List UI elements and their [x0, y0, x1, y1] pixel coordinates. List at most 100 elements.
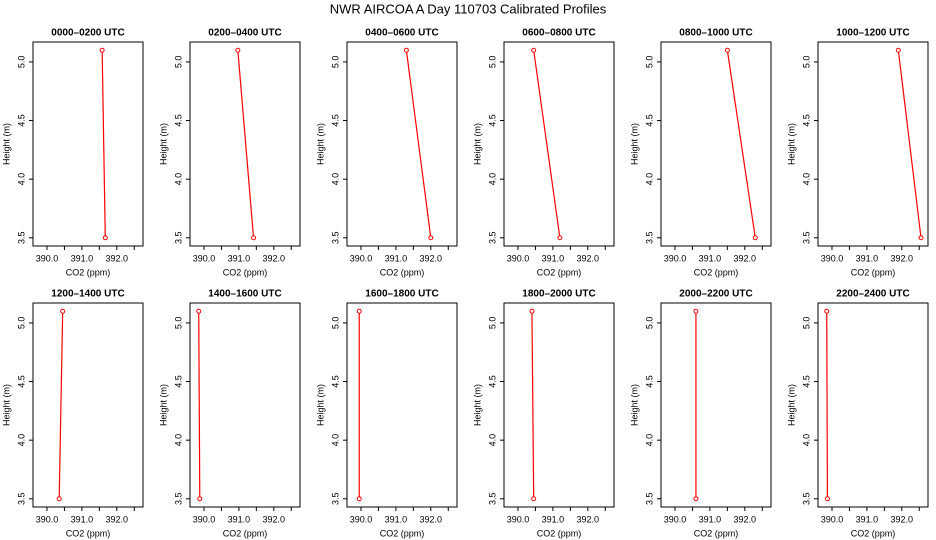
- x-tick-label: 391.0: [228, 514, 251, 524]
- y-tick-label: 4.5: [487, 375, 497, 388]
- profile-line: [531, 311, 535, 499]
- x-tick-label: 391.0: [699, 514, 722, 524]
- plot-frame: [503, 41, 615, 247]
- profile-point: [918, 235, 924, 241]
- x-axis-label: CO2 (ppm): [66, 528, 111, 538]
- y-tick-label: 5.0: [173, 317, 183, 330]
- x-tick-label: 392.0: [577, 514, 600, 524]
- profile-line: [198, 311, 201, 499]
- x-tick-label: 390.0: [36, 253, 59, 263]
- profile-point: [60, 308, 66, 314]
- x-tick-label: 391.0: [542, 514, 565, 524]
- profile-point: [529, 308, 535, 314]
- panel-title: 1800–2000 UTC: [522, 289, 595, 300]
- profile-line: [826, 311, 829, 499]
- plot-frame: [660, 41, 772, 247]
- panel-title: 1600–1800 UTC: [365, 289, 438, 300]
- x-tick-label: 392.0: [734, 514, 757, 524]
- y-tick-label: 4.5: [16, 114, 26, 127]
- y-axis-label: Height (m): [786, 384, 796, 426]
- x-tick-label: 391.0: [71, 253, 94, 263]
- y-tick-label: 5.0: [801, 317, 811, 330]
- panel-title: 1200–1400 UTC: [51, 289, 124, 300]
- y-axis-label: Height (m): [1, 123, 11, 165]
- y-tick-label: 5.0: [487, 56, 497, 69]
- panel-title: 0000–0200 UTC: [51, 28, 124, 39]
- profile-point: [356, 496, 362, 502]
- y-tick-label: 4.5: [173, 375, 183, 388]
- y-tick-label: 4.5: [801, 114, 811, 127]
- x-tick-label: 390.0: [507, 253, 530, 263]
- y-tick-label: 3.5: [487, 232, 497, 245]
- y-tick-label: 3.5: [330, 493, 340, 506]
- y-tick-label: 5.0: [173, 56, 183, 69]
- profile-line: [405, 50, 432, 238]
- profile-point: [102, 235, 108, 241]
- y-tick-label: 3.5: [16, 232, 26, 245]
- y-tick-label: 5.0: [330, 317, 340, 330]
- plot-frame: [189, 302, 301, 508]
- y-tick-label: 3.5: [173, 232, 183, 245]
- x-axis-label: CO2 (ppm): [537, 528, 582, 538]
- profile-point: [56, 496, 62, 502]
- y-tick-label: 4.0: [16, 173, 26, 186]
- y-tick-label: 3.5: [801, 232, 811, 245]
- panel-title: 0800–1000 UTC: [679, 28, 752, 39]
- x-tick-label: 392.0: [263, 253, 286, 263]
- y-axis-label: Height (m): [472, 123, 482, 165]
- y-tick-label: 4.0: [487, 173, 497, 186]
- plot-frame: [346, 41, 458, 247]
- profile-line: [897, 50, 922, 238]
- profile-point: [235, 47, 241, 53]
- y-tick-label: 4.0: [173, 173, 183, 186]
- profile-line: [726, 50, 756, 238]
- y-axis-label: Height (m): [472, 384, 482, 426]
- profile-line: [533, 50, 561, 238]
- plot-frame: [503, 302, 615, 508]
- y-tick-label: 3.5: [16, 493, 26, 506]
- x-tick-label: 390.0: [821, 253, 844, 263]
- y-tick-label: 4.0: [487, 434, 497, 447]
- y-tick-label: 4.5: [801, 375, 811, 388]
- profile-line: [237, 50, 255, 238]
- y-axis-label: Height (m): [786, 123, 796, 165]
- profile-point: [824, 308, 830, 314]
- x-tick-label: 390.0: [193, 253, 216, 263]
- profile-point: [724, 47, 730, 53]
- profile-point: [99, 47, 105, 53]
- y-tick-label: 5.0: [16, 56, 26, 69]
- profile-point: [403, 47, 409, 53]
- x-tick-label: 392.0: [420, 253, 443, 263]
- x-axis-label: CO2 (ppm): [851, 528, 896, 538]
- x-tick-label: 390.0: [350, 514, 373, 524]
- x-tick-label: 390.0: [664, 253, 687, 263]
- y-tick-label: 4.5: [173, 114, 183, 127]
- y-tick-label: 5.0: [801, 56, 811, 69]
- profile-point: [895, 47, 901, 53]
- panel-title: 1400–1600 UTC: [208, 289, 281, 300]
- profile-point: [356, 308, 362, 314]
- x-tick-label: 390.0: [193, 514, 216, 524]
- x-axis-label: CO2 (ppm): [851, 267, 896, 277]
- y-tick-label: 4.0: [330, 173, 340, 186]
- y-tick-label: 4.0: [173, 434, 183, 447]
- y-tick-label: 5.0: [16, 317, 26, 330]
- x-tick-label: 391.0: [385, 253, 408, 263]
- profile-point: [531, 47, 537, 53]
- plot-frame: [817, 41, 929, 247]
- x-tick-label: 390.0: [821, 514, 844, 524]
- x-axis-label: CO2 (ppm): [694, 267, 739, 277]
- y-axis-label: Height (m): [1, 384, 11, 426]
- y-tick-label: 5.0: [644, 317, 654, 330]
- profile-point: [557, 235, 563, 241]
- y-axis-label: Height (m): [629, 384, 639, 426]
- y-tick-label: 4.0: [16, 434, 26, 447]
- y-tick-label: 3.5: [487, 493, 497, 506]
- page-title: NWR AIRCOA A Day 110703 Calibrated Profi…: [330, 1, 607, 16]
- x-tick-label: 390.0: [664, 514, 687, 524]
- y-tick-label: 4.5: [644, 114, 654, 127]
- x-axis-label: CO2 (ppm): [694, 528, 739, 538]
- profile-point: [531, 496, 537, 502]
